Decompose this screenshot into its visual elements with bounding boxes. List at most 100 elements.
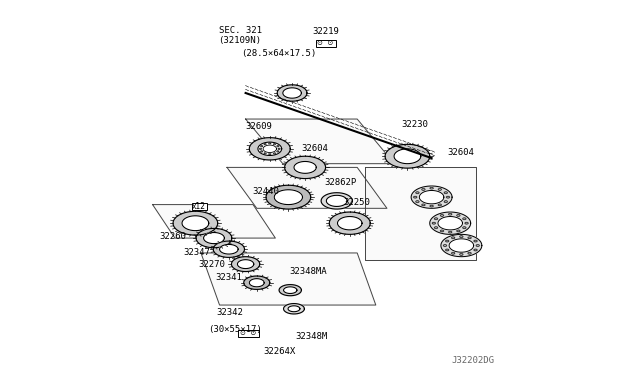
Text: 32230: 32230: [401, 120, 428, 129]
Polygon shape: [196, 228, 232, 248]
Text: 32342: 32342: [216, 308, 243, 317]
Text: x12: x12: [192, 202, 206, 211]
Ellipse shape: [269, 153, 271, 155]
Ellipse shape: [440, 230, 444, 232]
Ellipse shape: [260, 151, 263, 152]
Polygon shape: [220, 244, 238, 254]
Ellipse shape: [444, 245, 447, 246]
Ellipse shape: [430, 205, 433, 207]
Text: 32264X: 32264X: [263, 347, 295, 356]
Polygon shape: [258, 142, 282, 155]
Polygon shape: [411, 186, 452, 208]
Polygon shape: [250, 138, 291, 160]
Ellipse shape: [422, 189, 425, 190]
Ellipse shape: [438, 204, 442, 206]
Polygon shape: [394, 149, 421, 164]
Text: 32348MA: 32348MA: [289, 267, 327, 276]
Polygon shape: [237, 260, 254, 269]
Text: 32348M: 32348M: [296, 332, 328, 341]
Ellipse shape: [264, 153, 266, 154]
Polygon shape: [266, 185, 310, 209]
Polygon shape: [330, 212, 370, 234]
Ellipse shape: [416, 192, 419, 193]
Polygon shape: [213, 241, 244, 257]
Ellipse shape: [474, 240, 477, 242]
FancyBboxPatch shape: [316, 40, 336, 46]
Ellipse shape: [460, 254, 463, 255]
Ellipse shape: [474, 249, 477, 251]
Ellipse shape: [468, 237, 471, 239]
Polygon shape: [283, 88, 301, 98]
Polygon shape: [321, 193, 353, 209]
Polygon shape: [337, 217, 362, 230]
Ellipse shape: [463, 227, 466, 228]
Polygon shape: [285, 156, 326, 179]
Text: 32609: 32609: [245, 122, 272, 131]
Ellipse shape: [432, 222, 435, 224]
Text: 32260: 32260: [159, 232, 186, 241]
Ellipse shape: [463, 218, 466, 219]
Text: 32604: 32604: [447, 148, 474, 157]
Polygon shape: [365, 167, 476, 260]
Polygon shape: [438, 217, 463, 230]
Ellipse shape: [444, 201, 447, 202]
Polygon shape: [232, 257, 260, 272]
Polygon shape: [284, 287, 297, 294]
Ellipse shape: [445, 240, 449, 242]
Ellipse shape: [457, 230, 460, 232]
Ellipse shape: [278, 148, 280, 150]
Ellipse shape: [468, 252, 471, 254]
Ellipse shape: [273, 153, 275, 154]
Polygon shape: [250, 279, 264, 287]
Polygon shape: [288, 306, 300, 312]
Text: (28.5×64×17.5): (28.5×64×17.5): [241, 49, 317, 58]
Ellipse shape: [264, 144, 266, 145]
Ellipse shape: [273, 144, 275, 145]
Ellipse shape: [438, 189, 442, 190]
Polygon shape: [277, 85, 307, 101]
Text: ⊙  ⊙: ⊙ ⊙: [317, 40, 333, 46]
Text: 32347: 32347: [183, 248, 210, 257]
Polygon shape: [173, 211, 218, 235]
Text: SEC. 321
(32109N): SEC. 321 (32109N): [218, 26, 262, 45]
Polygon shape: [294, 161, 316, 173]
Polygon shape: [182, 216, 209, 231]
Polygon shape: [201, 253, 376, 305]
Text: J32202DG: J32202DG: [452, 356, 495, 365]
Ellipse shape: [260, 145, 263, 147]
Polygon shape: [244, 276, 270, 289]
Ellipse shape: [269, 143, 271, 144]
Polygon shape: [152, 205, 275, 238]
Polygon shape: [258, 142, 282, 155]
Ellipse shape: [457, 215, 460, 217]
FancyBboxPatch shape: [191, 203, 207, 210]
Text: 32440: 32440: [253, 187, 280, 196]
Text: 32270: 32270: [198, 260, 225, 269]
Text: ⊙  ⊙: ⊙ ⊙: [240, 330, 257, 336]
Ellipse shape: [259, 148, 262, 150]
Ellipse shape: [444, 192, 447, 193]
Ellipse shape: [422, 204, 425, 206]
Ellipse shape: [430, 187, 433, 189]
Text: 32341: 32341: [216, 273, 243, 282]
Text: 32219: 32219: [312, 27, 339, 36]
Polygon shape: [441, 234, 482, 257]
Ellipse shape: [465, 222, 468, 224]
Ellipse shape: [446, 196, 450, 198]
Polygon shape: [204, 232, 225, 244]
Text: 32250: 32250: [343, 198, 370, 207]
Ellipse shape: [276, 145, 279, 147]
Text: 32862P: 32862P: [324, 178, 356, 187]
Polygon shape: [284, 304, 305, 314]
Ellipse shape: [452, 252, 455, 254]
Polygon shape: [279, 285, 301, 296]
Ellipse shape: [440, 215, 444, 217]
Polygon shape: [275, 190, 303, 205]
Ellipse shape: [413, 196, 417, 198]
FancyBboxPatch shape: [238, 330, 259, 337]
Ellipse shape: [449, 214, 452, 215]
Ellipse shape: [435, 218, 438, 219]
Text: 32604: 32604: [301, 144, 328, 153]
Ellipse shape: [452, 237, 455, 239]
Polygon shape: [227, 167, 387, 208]
